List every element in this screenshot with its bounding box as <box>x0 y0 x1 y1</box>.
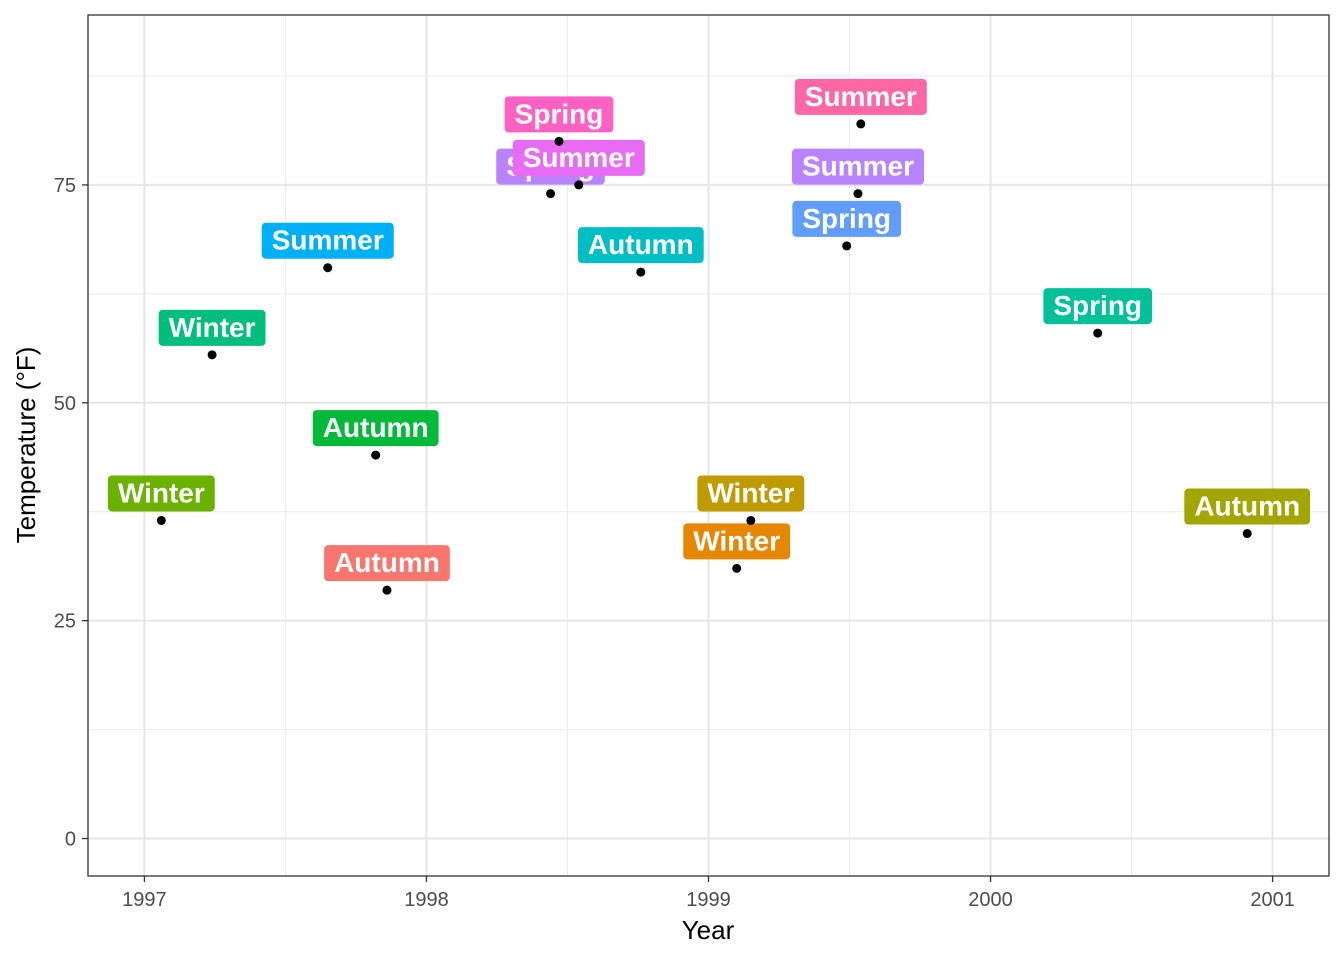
y-axis-title: Temperature (°F) <box>11 347 41 544</box>
data-point <box>207 350 217 360</box>
y-tick-label: 75 <box>54 175 76 197</box>
point-label-text: Winter <box>693 525 780 556</box>
point-label-text: Summer <box>272 225 384 256</box>
data-points <box>156 119 1252 595</box>
point-label: Autumn <box>324 545 450 582</box>
point-label-text: Spring <box>1053 290 1142 321</box>
point-label: Spring <box>1043 288 1153 325</box>
y-axis: 0 25 50 75 <box>54 175 88 851</box>
data-point <box>371 450 381 460</box>
x-tick-label: 1999 <box>686 889 731 911</box>
point-label-box <box>512 139 645 176</box>
point-label-box <box>792 200 902 237</box>
x-tick-label: 2001 <box>1250 889 1295 911</box>
point-label-text: Winter <box>707 477 794 508</box>
point-label-box <box>577 227 704 264</box>
data-point <box>746 515 756 525</box>
point-label-box <box>504 96 614 133</box>
data-point <box>554 136 564 146</box>
data-point <box>382 585 392 595</box>
point-label-text: Winter <box>169 312 256 343</box>
point-label: Autumn <box>312 410 439 447</box>
data-point <box>636 267 646 277</box>
data-point <box>574 180 584 190</box>
point-label: Autumn <box>577 227 704 264</box>
point-label-box <box>107 475 215 512</box>
point-label-text: Summer <box>802 151 914 182</box>
point-labels: Winter Winter Summer Autumn Autumn Spring Spri… <box>107 78 1311 582</box>
point-label: Summer <box>794 78 927 115</box>
point-label-text: Autumn <box>334 547 440 578</box>
y-tick-label: 50 <box>54 393 76 415</box>
data-point <box>1093 328 1103 338</box>
point-label: Summer <box>261 222 394 259</box>
point-label: Summer <box>512 139 645 176</box>
data-point <box>856 119 866 129</box>
data-point <box>1242 529 1252 539</box>
data-point <box>732 563 742 573</box>
point-label: Winter <box>683 523 791 560</box>
point-label: Spring <box>504 96 614 133</box>
x-axis: 1997 1998 1999 2000 2001 <box>122 876 1295 911</box>
point-label: Winter <box>107 475 215 512</box>
point-label-box <box>158 309 266 346</box>
point-label-box <box>1184 488 1311 525</box>
point-label-text: Summer <box>805 81 917 112</box>
point-label-box <box>683 523 791 560</box>
point-label-box <box>697 475 805 512</box>
point-label-box <box>1043 288 1153 325</box>
point-label: Autumn <box>1184 488 1311 525</box>
point-label-box <box>324 545 450 582</box>
point-label-text: Spring <box>802 203 891 234</box>
point-label-text: Autumn <box>588 229 694 260</box>
point-label-text: Winter <box>118 477 205 508</box>
point-label: Summer <box>791 148 925 185</box>
data-point <box>842 241 852 251</box>
data-point <box>853 189 863 199</box>
point-label: Winter <box>158 309 266 346</box>
y-tick-label: 0 <box>65 829 76 851</box>
point-label: Winter <box>697 475 805 512</box>
point-label-box <box>312 410 439 447</box>
point-label-text: Autumn <box>1194 491 1300 522</box>
data-point <box>546 189 556 199</box>
x-axis-title: Year <box>682 915 735 945</box>
x-tick-label: 1997 <box>122 889 167 911</box>
point-label-text: Autumn <box>323 412 429 443</box>
x-tick-label: 1998 <box>404 889 449 911</box>
y-tick-label: 25 <box>54 611 76 633</box>
point-label-box <box>261 222 394 259</box>
point-label-box <box>794 78 927 115</box>
data-point <box>323 263 333 273</box>
point-label-text: Summer <box>523 142 635 173</box>
x-tick-label: 2000 <box>968 889 1013 911</box>
point-label-box <box>791 148 925 185</box>
data-point <box>156 515 166 525</box>
point-label-text: Spring <box>515 98 604 129</box>
point-label: Spring <box>792 200 902 237</box>
